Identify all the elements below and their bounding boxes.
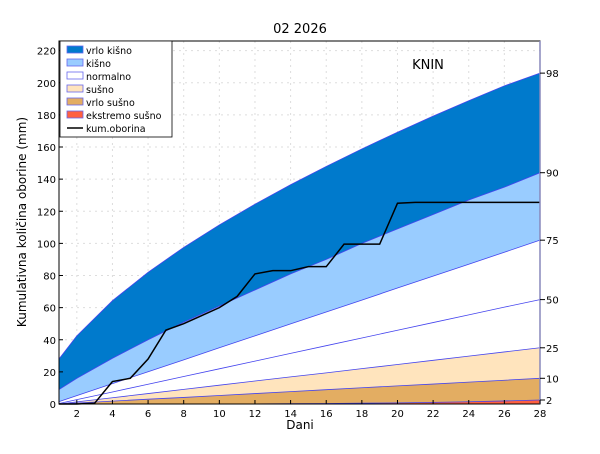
y-axis-label: Kumulativna količina oborine (mm) <box>15 117 29 327</box>
percentile-line-10 <box>58 377 541 405</box>
y-tick-label: 180 <box>37 111 56 122</box>
chart-title: 02 2026 <box>273 22 327 37</box>
x-tick-label: 22 <box>427 409 440 420</box>
percentile-label: 90 <box>546 169 559 180</box>
x-tick-label: 20 <box>391 409 404 420</box>
legend-label: vrlo kišno <box>86 46 132 57</box>
y-tick-label: 160 <box>37 143 56 154</box>
percentile-label: 2 <box>546 396 552 407</box>
legend-swatch <box>66 84 84 93</box>
percentile-label: 25 <box>546 344 559 355</box>
y-tick-label: 0 <box>50 400 56 411</box>
legend-label: normalno <box>86 72 131 83</box>
y-tick-label: 20 <box>43 368 56 379</box>
percentile-label: 50 <box>546 296 559 307</box>
legend-label: ekstremo sušno <box>86 111 162 122</box>
y-tick-label: 100 <box>37 239 56 250</box>
legend-label: kum.oborina <box>86 124 146 135</box>
x-tick-label: 6 <box>145 409 151 420</box>
y-tick-label: 60 <box>43 304 56 315</box>
y-tick-label: 200 <box>37 79 56 90</box>
y-tick-label: 120 <box>37 207 56 218</box>
percentile-label: 75 <box>546 236 559 247</box>
x-tick-label: 2 <box>74 409 80 420</box>
y-tick-label: 40 <box>43 336 56 347</box>
station-label: KNIN <box>412 58 444 73</box>
x-tick-label: 28 <box>534 409 547 420</box>
x-axis-label: Dani <box>286 418 314 432</box>
legend-label: kišno <box>86 59 111 70</box>
legend-swatch <box>66 71 84 80</box>
x-tick-label: 8 <box>181 409 187 420</box>
series <box>59 201 540 405</box>
y-tick-label: 80 <box>43 272 56 283</box>
legend-label: sušno <box>86 85 114 96</box>
x-tick-label: 4 <box>109 409 115 420</box>
percentile-line-98 <box>58 72 541 360</box>
x-tick-label: 18 <box>355 409 368 420</box>
y-tick-label: 220 <box>37 47 56 58</box>
y-tick-label: 140 <box>37 175 56 186</box>
x-tick-label: 12 <box>249 409 262 420</box>
percentile-line-50 <box>58 299 541 404</box>
band-normalno <box>59 240 540 404</box>
legend-swatch <box>66 110 84 119</box>
series-line-kum-oborina <box>59 201 540 405</box>
x-tick-label: 10 <box>213 409 226 420</box>
band-vrlo-kišno <box>59 73 540 390</box>
x-tick-label: 24 <box>462 409 475 420</box>
legend-swatch <box>66 58 84 67</box>
band-ekstremo-sušno <box>59 399 540 404</box>
percentile-label: 98 <box>546 69 559 80</box>
band-kišno <box>59 172 540 402</box>
percentile-label: 10 <box>546 374 559 385</box>
x-tick-label: 16 <box>320 409 333 420</box>
legend-label: vrlo sušno <box>86 98 135 109</box>
x-tick-label: 26 <box>498 409 511 420</box>
legend: vrlo kišno kišno normalno sušno vrlo sušno ek… <box>59 40 173 138</box>
axes: 2 4 6 8 10 12 14 16 18 20 22 24 26 280204060801001201… <box>37 47 559 420</box>
legend-swatch <box>66 97 84 106</box>
percentile-line-90 <box>58 172 541 390</box>
percentile-line-25 <box>58 347 541 405</box>
legend-swatch <box>66 45 84 54</box>
x-tick-label: 14 <box>284 409 297 420</box>
